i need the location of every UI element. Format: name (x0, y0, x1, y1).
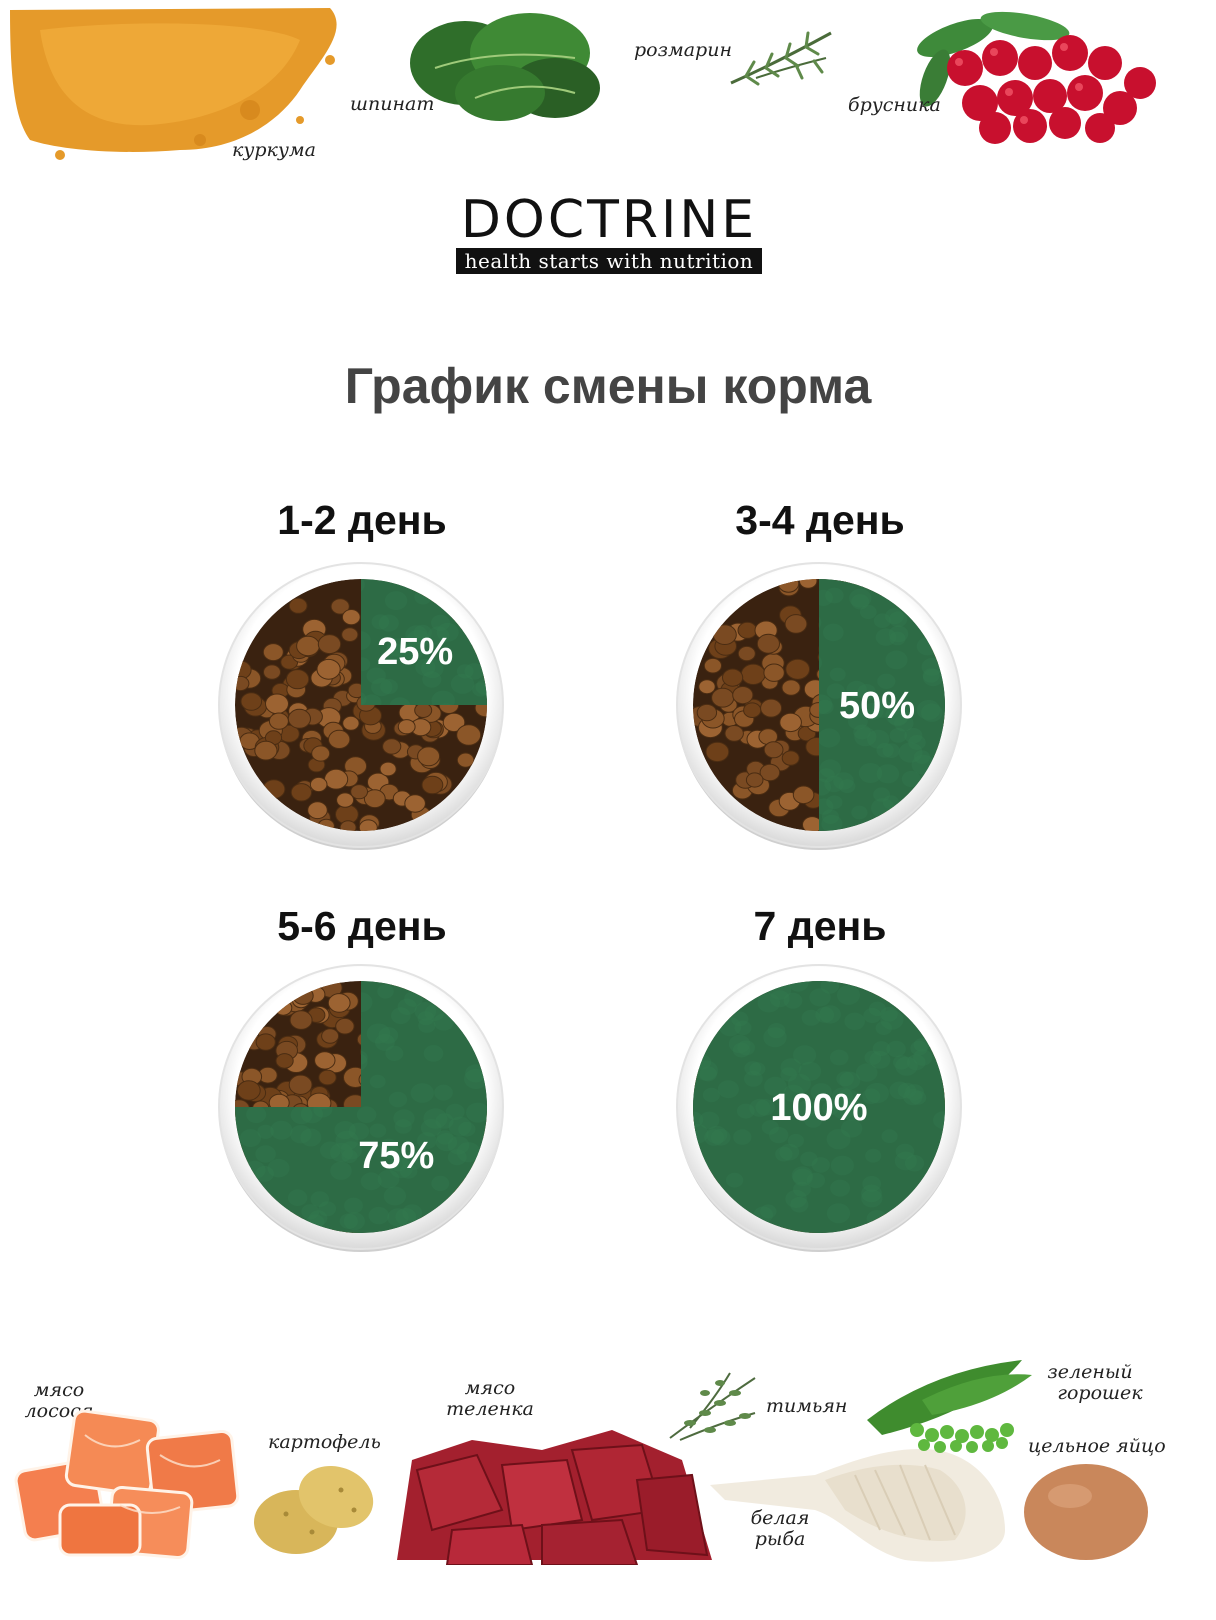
food-bowl-3: 75% (218, 964, 504, 1252)
food-bowl-2: 50% (676, 562, 962, 850)
percent-label-2: 50% (839, 685, 915, 727)
rosemary-image (730, 31, 832, 86)
turmeric-label: куркума (232, 139, 316, 161)
white-fish-label: белая рыба (750, 1508, 810, 1550)
food-bowl-4: 100% (676, 964, 962, 1252)
salmon-label-line-1: мясо (33, 1379, 85, 1401)
white-fish-image (710, 1449, 1005, 1562)
day-title-4: 7 день (753, 903, 887, 949)
brand-logo-wordmark: DOCTRINE (460, 190, 758, 250)
egg-image (1024, 1464, 1148, 1560)
spinach-label: шпинат (350, 93, 435, 115)
percent-label-4: 100% (770, 1087, 867, 1129)
page-title: График смены корма (344, 358, 872, 414)
green-peas-label-line-1: зеленый (1047, 1361, 1133, 1383)
percent-label-1: 25% (377, 631, 453, 673)
day-title-1: 1-2 день (277, 497, 447, 543)
veal-label-line-1: мясо (464, 1377, 516, 1399)
white-fish-label-line-2: рыба (754, 1528, 806, 1550)
potato-label: картофель (268, 1431, 381, 1453)
green-peas-image (867, 1360, 1032, 1453)
white-fish-label-line-1: белая (750, 1507, 810, 1529)
brand-tagline: health starts with nutrition (456, 248, 762, 274)
salmon-image (14, 1409, 240, 1560)
veal-label: мясо теленка (420, 1378, 560, 1420)
day-title-3: 5-6 день (277, 903, 447, 949)
spinach-image (410, 13, 600, 121)
rosemary-label: розмарин (634, 39, 732, 61)
green-peas-label-line-2: горошек (1057, 1382, 1143, 1404)
new-food-sector (819, 579, 945, 831)
veal-meat-image (397, 1430, 712, 1565)
veal-label-line-2: теленка (446, 1398, 534, 1420)
potato-image (254, 1465, 374, 1554)
day-title-2: 3-4 день (735, 497, 905, 543)
percent-label-3: 75% (358, 1135, 434, 1177)
thyme-image (669, 1372, 756, 1441)
new-food-sector (235, 981, 487, 1233)
new-food-sector (693, 981, 945, 1233)
cranberry-image (917, 11, 1156, 144)
food-bowl-1: 25% (218, 562, 504, 850)
egg-label: цельное яйцо (1028, 1435, 1166, 1457)
cranberry-label: брусника (848, 94, 941, 116)
thyme-label: тимьян (766, 1395, 848, 1417)
new-food-sector (361, 579, 487, 705)
green-peas-label: зеленый горошек (1030, 1362, 1150, 1404)
turmeric-powder-image (10, 8, 337, 160)
